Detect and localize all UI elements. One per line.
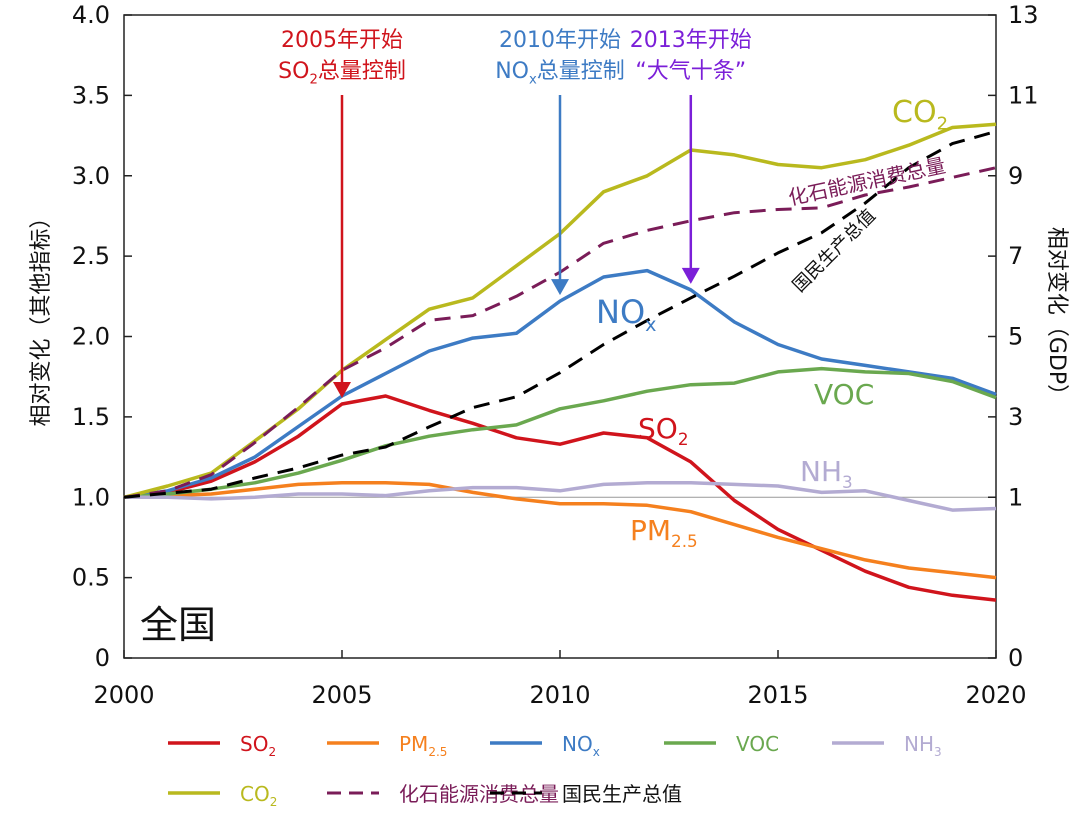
y-left-tick-label: 3.5 xyxy=(72,81,110,109)
legend-label-1-main: PM xyxy=(399,732,428,756)
inline-label-7: 国民生产总值 xyxy=(789,205,880,296)
legend-label-5: CO2 xyxy=(240,782,277,809)
y-left-tick-label: 2.5 xyxy=(72,242,110,270)
inline-label-4-sub: 3 xyxy=(842,472,853,492)
y-right-tick-label: 0 xyxy=(1008,644,1023,672)
series-line-0 xyxy=(123,394,997,602)
y-right-tick-label: 7 xyxy=(1008,242,1023,270)
legend-label-2-sub: x xyxy=(593,745,600,759)
series-line-2 xyxy=(123,268,997,500)
legend-label-1-sub: 2.5 xyxy=(428,745,447,759)
x-tick-label: 2000 xyxy=(93,681,154,709)
annotation-subtitle-2: “大气十条” xyxy=(635,59,746,84)
inline-label-2-sub: x xyxy=(645,313,656,336)
annotation-title-0: 2005年开始 xyxy=(281,28,403,53)
y-right-tick-label: 1 xyxy=(1008,483,1023,511)
legend-label-2-main: NO xyxy=(562,732,593,756)
legend-label-0-sub: 2 xyxy=(268,745,276,759)
annotation-subtitle-1-rest: 总量控制 xyxy=(537,59,625,84)
inline-label-1: PM2.5 xyxy=(630,514,698,551)
annotation-subtitle-0-sub: 2 xyxy=(309,73,317,88)
legend-label-3-main: VOC xyxy=(736,732,779,756)
y-right-tick-label: 11 xyxy=(1008,81,1039,109)
series-line-4 xyxy=(124,481,997,512)
y-right-tick-label: 5 xyxy=(1008,323,1023,351)
inline-label-4-main: NH xyxy=(800,455,842,488)
legend-label-5-sub: 2 xyxy=(270,795,278,809)
legend-label-4: NH3 xyxy=(904,732,942,759)
inline-label-5: CO2 xyxy=(892,95,948,135)
annotation-subtitle-2-main: “大气十条” xyxy=(635,59,746,84)
annotation-subtitle-0-main: SO xyxy=(278,59,309,84)
inline-label-3-main: VOC xyxy=(814,378,874,411)
annotation-title-1: 2010年开始 xyxy=(499,28,621,53)
inline-label-2-main: NO xyxy=(596,293,645,331)
legend-label-2: NOx xyxy=(562,732,600,759)
y-left-tick-label: 2.0 xyxy=(72,323,110,351)
y-left-tick-label: 1.0 xyxy=(72,483,110,511)
legend-label-7: 国民生产总值 xyxy=(562,782,682,806)
annotation-subtitle-1-sub: x xyxy=(529,73,537,88)
annotation-arrowhead-1 xyxy=(551,279,569,296)
inline-label-3: VOC xyxy=(814,378,874,411)
legend-label-0: SO2 xyxy=(240,732,276,759)
y-left-axis-label: 相对变化（其他指标） xyxy=(29,206,54,426)
legend-label-0-main: SO xyxy=(240,732,268,756)
y-right-axis-label: 相对变化（GDP） xyxy=(1044,227,1069,406)
x-tick-label: 2015 xyxy=(747,681,808,709)
annotation-subtitle-1: NOx总量控制 xyxy=(495,59,625,88)
annotation-arrowhead-0 xyxy=(333,382,351,399)
series-line-7 xyxy=(123,130,997,499)
region-label: 全国 xyxy=(140,603,216,647)
y-right-tick-label: 13 xyxy=(1008,1,1039,29)
legend-label-6: 化石能源消费总量 xyxy=(399,782,559,806)
y-left-tick-label: 1.5 xyxy=(72,403,110,431)
annotation-subtitle-0-rest: 总量控制 xyxy=(318,59,406,84)
annotation-title-2: 2013年开始 xyxy=(630,28,752,53)
x-tick-label: 2020 xyxy=(965,681,1026,709)
inline-label-1-sub: 2.5 xyxy=(671,531,698,551)
inline-label-5-sub: 2 xyxy=(937,114,948,135)
inline-label-2: NOx xyxy=(596,293,656,336)
inline-label-4: NH3 xyxy=(800,455,853,492)
inline-label-0-sub: 2 xyxy=(678,429,689,449)
x-tick-label: 2010 xyxy=(529,681,590,709)
series-line-3 xyxy=(123,366,997,500)
inline-label-0: SO2 xyxy=(638,412,689,449)
y-left-tick-label: 3.0 xyxy=(72,162,110,190)
x-tick-label: 2005 xyxy=(311,681,372,709)
y-right-tick-label: 3 xyxy=(1008,403,1023,431)
annotation-arrowhead-2 xyxy=(681,267,700,284)
legend-label-7-main: 国民生产总值 xyxy=(562,782,682,806)
legend-label-6-main: 化石能源消费总量 xyxy=(399,782,559,806)
legend-label-4-main: NH xyxy=(904,732,934,756)
y-left-tick-label: 0 xyxy=(95,644,110,672)
annotation-subtitle-1-main: NO xyxy=(495,59,529,84)
inline-label-5-main: CO xyxy=(892,95,937,130)
legend-label-3: VOC xyxy=(736,732,779,756)
y-right-tick-label: 9 xyxy=(1008,162,1023,190)
y-left-tick-label: 0.5 xyxy=(72,564,110,592)
inline-label-1-main: PM xyxy=(630,514,671,547)
annotation-subtitle-0: SO2总量控制 xyxy=(278,59,406,88)
inline-label-0-main: SO xyxy=(638,412,678,445)
series-line-1 xyxy=(123,481,997,580)
y-left-tick-label: 4.0 xyxy=(72,1,110,29)
legend-label-4-sub: 3 xyxy=(934,745,942,759)
legend-label-5-main: CO xyxy=(240,782,270,806)
legend-label-1: PM2.5 xyxy=(399,732,447,759)
